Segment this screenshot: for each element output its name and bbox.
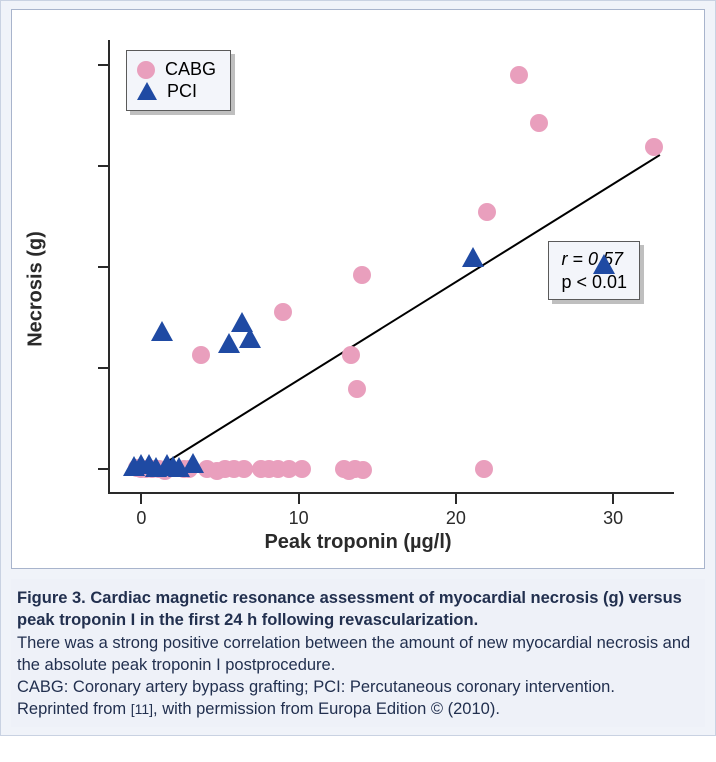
marker-pci xyxy=(218,333,240,353)
trend-line xyxy=(153,154,660,471)
marker-cabg xyxy=(510,66,528,84)
y-tick-label: 8 xyxy=(0,257,92,278)
x-tick-label: 0 xyxy=(136,508,146,529)
caption-title: Figure 3. Cardiac magnetic resonance ass… xyxy=(17,589,682,629)
legend-item: PCI xyxy=(137,81,216,103)
circle-icon xyxy=(137,61,155,79)
chart-legend: CABGPCI xyxy=(126,50,231,111)
figure-container: Necrosis (g) Peak troponin (µg/l) CABGPC… xyxy=(0,0,716,736)
marker-pci xyxy=(593,254,615,274)
marker-cabg xyxy=(235,460,253,478)
x-tick-label: 20 xyxy=(446,508,466,529)
marker-cabg xyxy=(342,346,360,364)
y-tick-label: 0 xyxy=(0,458,92,479)
marker-pci xyxy=(239,328,261,348)
triangle-icon xyxy=(137,82,157,100)
caption-abbrev: CABG: Coronary artery bypass grafting; P… xyxy=(17,678,615,696)
marker-cabg xyxy=(293,460,311,478)
x-tick-label: 30 xyxy=(603,508,623,529)
marker-cabg xyxy=(530,114,548,132)
y-tick-label: 4 xyxy=(0,357,92,378)
legend-label: PCI xyxy=(167,81,197,103)
marker-cabg xyxy=(475,460,493,478)
legend-item: CABG xyxy=(137,59,216,81)
caption-body: There was a strong positive correlation … xyxy=(17,634,690,674)
marker-pci xyxy=(462,247,484,267)
marker-pci xyxy=(151,321,173,341)
marker-cabg xyxy=(348,380,366,398)
y-tick-label: 12 xyxy=(0,156,92,177)
figure-caption: Figure 3. Cardiac magnetic resonance ass… xyxy=(11,579,705,727)
marker-cabg xyxy=(274,303,292,321)
chart-panel: Necrosis (g) Peak troponin (µg/l) CABGPC… xyxy=(11,9,705,569)
y-tick-label: 16 xyxy=(0,55,92,76)
x-axis-title: Peak troponin (µg/l) xyxy=(264,531,451,554)
y-axis-title: Necrosis (g) xyxy=(25,231,48,347)
plot-area: CABGPCI r = 0.57 p < 0.01 04812160102030 xyxy=(108,40,674,494)
legend-label: CABG xyxy=(165,59,216,81)
caption-reprint: Reprinted from [11], with permission fro… xyxy=(17,700,500,718)
marker-cabg xyxy=(354,461,372,479)
marker-cabg xyxy=(192,346,210,364)
stats-p: p < 0.01 xyxy=(561,271,627,294)
marker-cabg xyxy=(645,138,663,156)
x-tick-label: 10 xyxy=(289,508,309,529)
marker-cabg xyxy=(353,266,371,284)
marker-cabg xyxy=(478,203,496,221)
marker-pci xyxy=(182,453,204,473)
